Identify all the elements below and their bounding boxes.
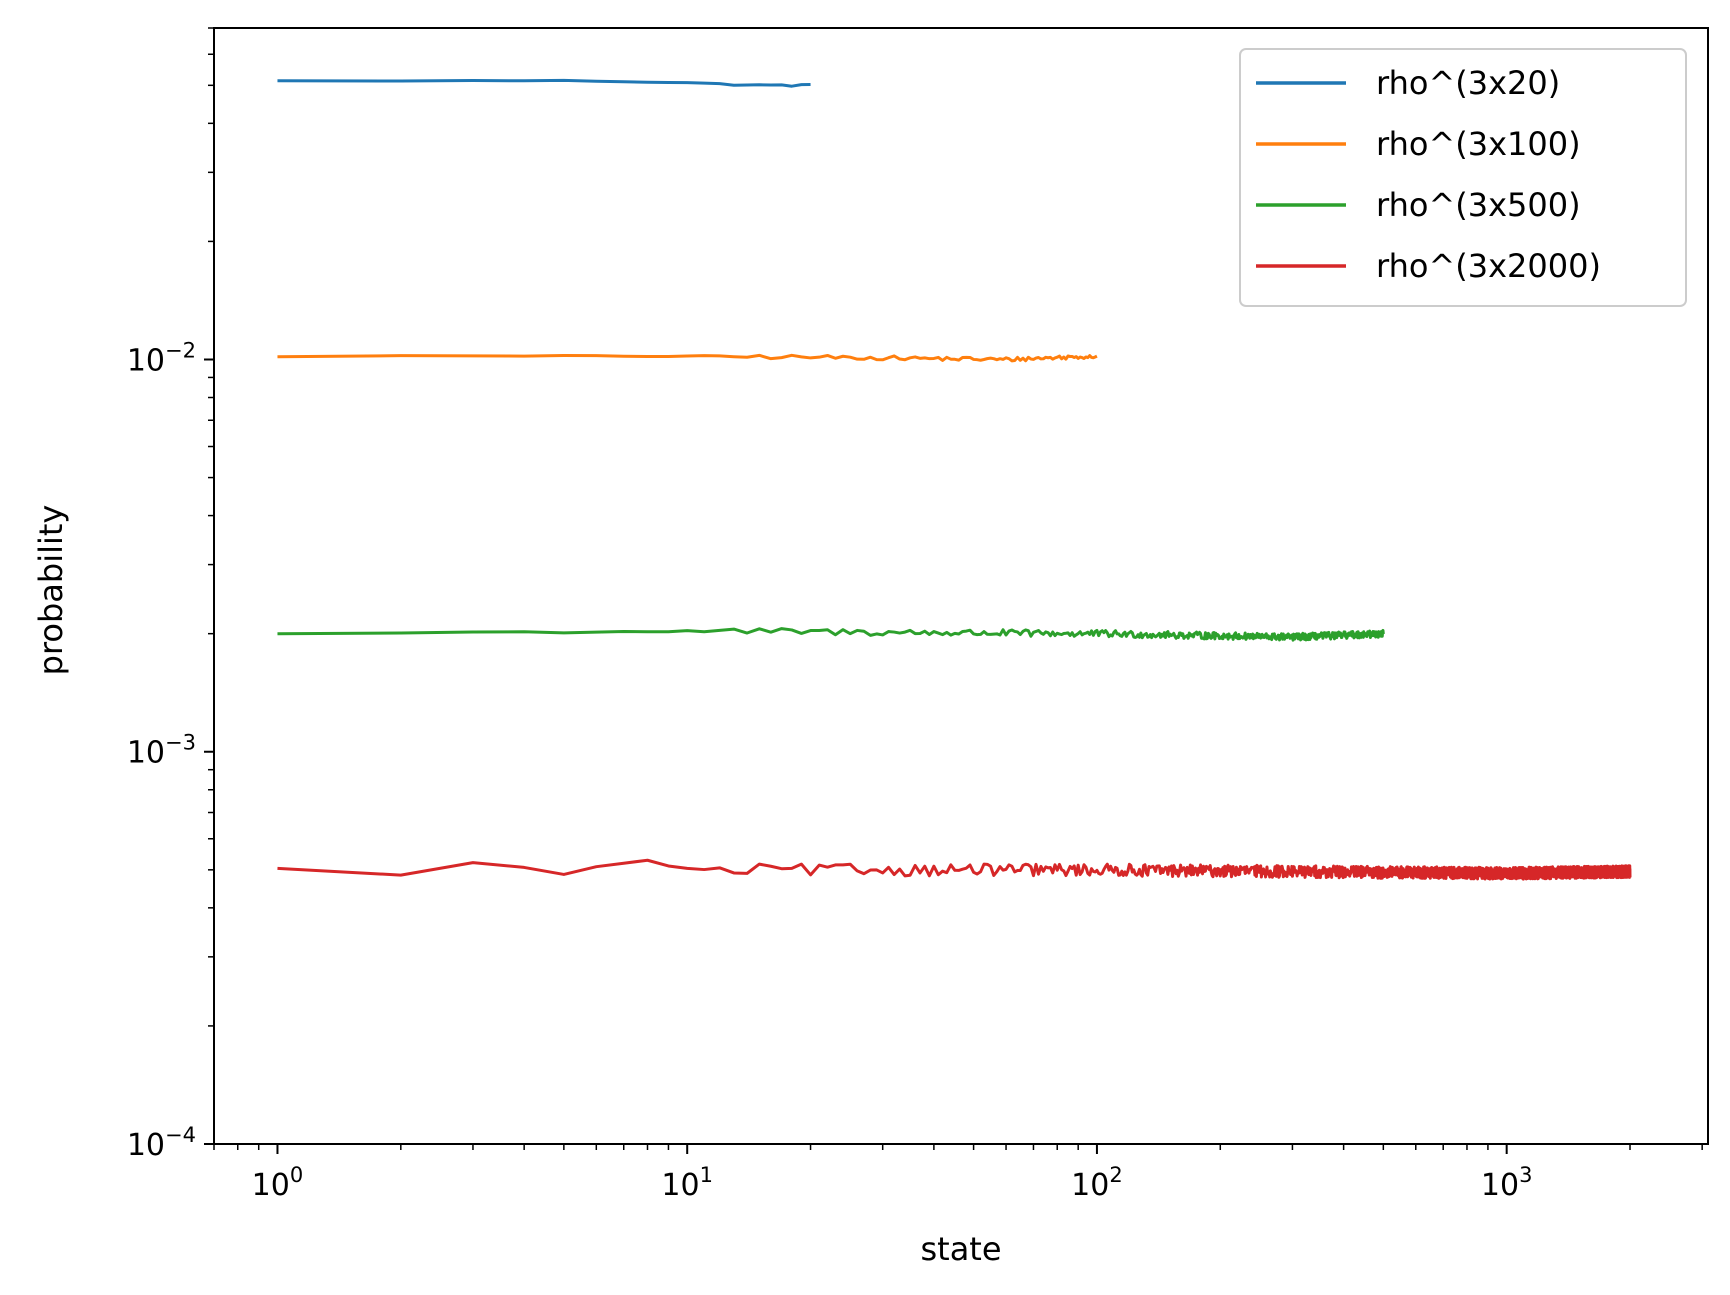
series-line xyxy=(277,78,811,88)
y-tick-label: 10−4 xyxy=(127,1123,196,1163)
x-axis-ticks xyxy=(213,1144,1703,1154)
series-layer xyxy=(277,78,1632,881)
legend: rho^(3x20) rho^(3x100) rho^(3x500) rho^(3x2… xyxy=(1239,48,1687,307)
x-tick-label: 101 xyxy=(661,1163,713,1203)
series-line xyxy=(277,353,1098,363)
legend-box xyxy=(1239,48,1687,307)
x-tick-label: 102 xyxy=(1071,1163,1123,1203)
x-tick-labels: 100 101 102 103 xyxy=(252,1163,1533,1203)
series-line xyxy=(277,627,1385,642)
plot-frame xyxy=(213,27,1709,1145)
legend-entry-label: rho^(3x20) xyxy=(1376,64,1560,102)
legend-entry-label: rho^(3x2000) xyxy=(1376,247,1601,285)
x-axis-label: state xyxy=(920,1230,1001,1268)
series-line xyxy=(277,858,1632,881)
y-tick-label: 10−2 xyxy=(127,338,196,378)
legend-entry-label: rho^(3x100) xyxy=(1376,125,1581,163)
y-tick-labels: 10−4 10−3 10−2 xyxy=(127,338,196,1163)
y-tick-label: 10−3 xyxy=(127,731,196,771)
x-tick-label: 100 xyxy=(252,1163,304,1203)
x-tick-label: 103 xyxy=(1481,1163,1533,1203)
y-axis-label: probability xyxy=(32,505,70,676)
legend-entry-label: rho^(3x500) xyxy=(1376,186,1581,224)
